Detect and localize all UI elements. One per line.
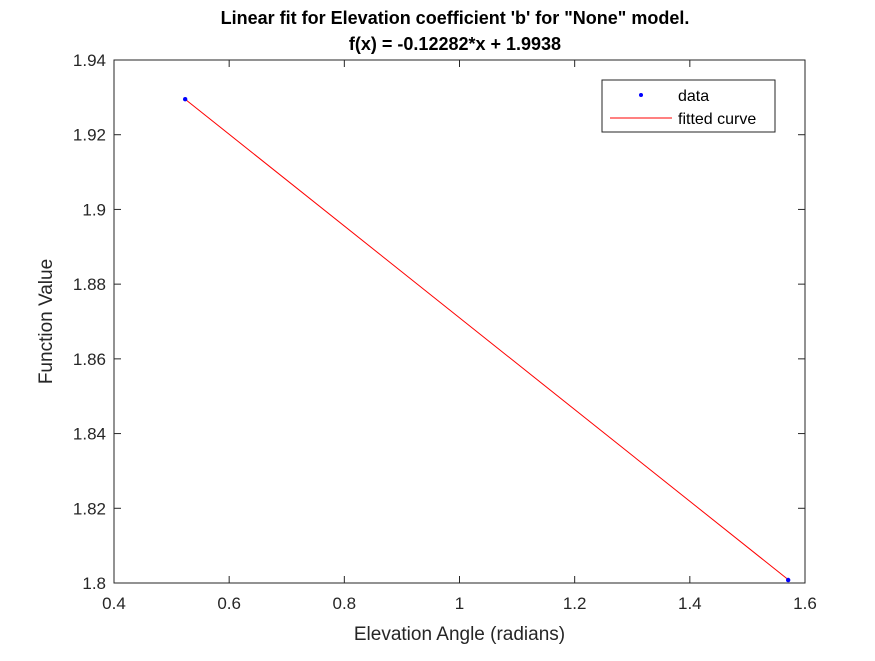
y-tick-label: 1.86 — [73, 350, 106, 369]
x-tick-label: 1.4 — [678, 594, 702, 613]
y-tick-label: 1.88 — [73, 275, 106, 294]
y-axis-ticks: 1.8 1.82 1.84 1.86 1.88 1.9 1.92 1.94 — [73, 51, 805, 593]
x-tick-label: 0.8 — [333, 594, 357, 613]
legend-box — [601, 79, 776, 133]
chart-title-line1: Linear fit for Elevation coefficient 'b'… — [221, 8, 690, 28]
x-axis-ticks: 0.4 0.6 0.8 1 1.2 1.4 1.6 — [102, 60, 817, 613]
legend-data-label: data — [678, 88, 709, 105]
legend: data fitted curve — [601, 79, 776, 133]
x-axis-label: Elevation Angle (radians) — [354, 624, 565, 645]
x-tick-label: 0.6 — [217, 594, 241, 613]
y-axis-label: Function Value — [36, 259, 57, 384]
x-tick-label: 0.4 — [102, 594, 126, 613]
data-point — [785, 577, 791, 583]
fitted-curve-line — [184, 98, 789, 581]
y-tick-label: 1.9 — [82, 200, 106, 219]
data-point — [182, 97, 188, 102]
legend-data-marker — [639, 93, 643, 97]
series-layer — [182, 97, 791, 583]
y-tick-label: 1.92 — [73, 126, 106, 145]
y-tick-label: 1.84 — [73, 425, 106, 444]
chart-title-line2: f(x) = -0.12282*x + 1.9938 — [349, 34, 561, 54]
legend-fitted-label: fitted curve — [678, 111, 756, 128]
x-tick-label: 1.2 — [563, 594, 587, 613]
y-tick-label: 1.94 — [73, 51, 106, 70]
x-tick-label: 1 — [455, 594, 464, 613]
x-tick-label: 1.6 — [793, 594, 817, 613]
plot-area — [114, 60, 805, 583]
y-tick-label: 1.8 — [82, 574, 106, 593]
y-tick-label: 1.82 — [73, 499, 106, 518]
axes-box — [113, 59, 806, 584]
